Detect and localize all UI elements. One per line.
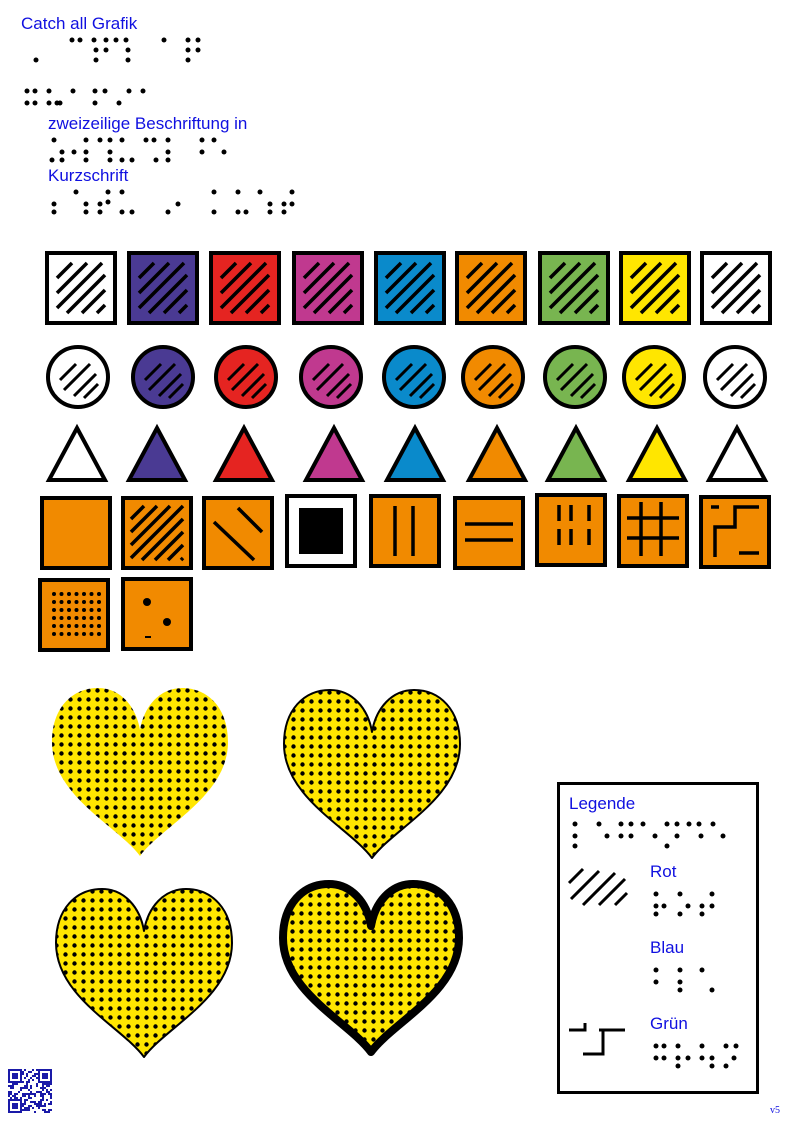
hatched-circle-white xyxy=(44,344,112,412)
triangle-blue xyxy=(383,423,447,484)
hatched-circle-yellow xyxy=(620,344,688,412)
hatched-circle-white xyxy=(701,344,769,412)
orange-square-dot-grid xyxy=(38,578,110,652)
braille-rot xyxy=(650,888,720,918)
hatched-square-green xyxy=(538,251,610,325)
braille-blau xyxy=(650,964,720,996)
hatched-square-white xyxy=(45,251,117,325)
braille-legend-title xyxy=(569,818,739,852)
triangle-magenta xyxy=(302,423,366,484)
orange-square-step-line xyxy=(699,495,771,569)
legend-title: Legende xyxy=(569,794,636,813)
triangle-orange xyxy=(465,423,529,484)
triangle-yellow xyxy=(625,423,689,484)
hatched-circle-green xyxy=(541,344,609,412)
hatched-circle-orange xyxy=(459,344,527,412)
subtitle-line1: zweizeilige Beschriftung in xyxy=(48,114,248,133)
braille-subtitle-line1 xyxy=(48,134,248,166)
heart-1 xyxy=(48,686,238,866)
subtitle-line2: Kurzschrift xyxy=(48,166,129,185)
orange-square-solid xyxy=(40,496,112,570)
triangle-purple xyxy=(125,423,189,484)
orange-square-diagonal-sparse xyxy=(202,496,274,570)
hatched-square-blue xyxy=(374,251,446,325)
hatched-square-white xyxy=(700,251,772,325)
title-label: Catch all Grafik xyxy=(21,14,138,33)
orange-square-vertical-lines xyxy=(369,494,441,568)
orange-square-diagonal-hatch xyxy=(121,496,193,570)
hatched-circle-magenta xyxy=(297,344,365,412)
braille-title-line1 xyxy=(22,34,212,66)
orange-square-scattered-dots xyxy=(121,577,193,651)
orange-square-hollow-square xyxy=(285,494,357,568)
version-label: v5 xyxy=(770,1105,780,1116)
triangle-white xyxy=(705,423,769,484)
hatched-circle-blue xyxy=(380,344,448,412)
hatched-square-magenta xyxy=(292,251,364,325)
heart-4 xyxy=(279,880,469,1062)
orange-square-grid xyxy=(617,494,689,568)
hatched-circle-purple xyxy=(129,344,197,412)
hatched-square-yellow xyxy=(619,251,691,325)
braille-gruen xyxy=(650,1040,750,1072)
legend-pattern-gruen xyxy=(569,1022,627,1062)
hatched-circle-red xyxy=(212,344,280,412)
triangle-red xyxy=(212,423,276,484)
triangle-green xyxy=(544,423,608,484)
heart-3 xyxy=(52,887,242,1067)
braille-title-line2 xyxy=(22,86,162,110)
heart-2 xyxy=(280,688,470,868)
braille-subtitle-line2 xyxy=(48,186,308,218)
legend-pattern-rot xyxy=(567,867,629,909)
qr-code[interactable] xyxy=(8,1069,52,1118)
hatched-square-red xyxy=(209,251,281,325)
legend-box xyxy=(557,782,759,1094)
orange-square-dashed-verticals xyxy=(535,493,607,567)
orange-square-horizontal-lines xyxy=(453,496,525,570)
hatched-square-purple xyxy=(127,251,199,325)
legend-label-blau: Blau xyxy=(650,938,685,957)
hatched-square-orange xyxy=(455,251,527,325)
legend-label-gruen: Grün xyxy=(650,1014,688,1033)
legend-label-rot: Rot xyxy=(650,862,677,881)
triangle-white xyxy=(45,423,109,484)
